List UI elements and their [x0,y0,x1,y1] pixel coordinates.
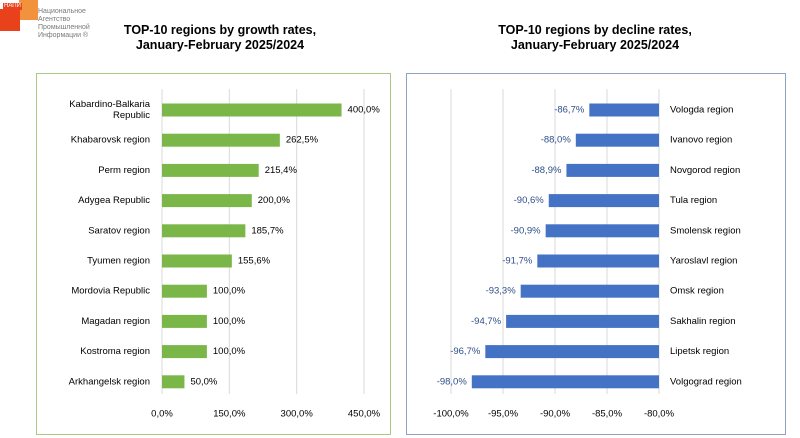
decline-value-label: -94,7% [471,316,502,327]
decline-bar [589,103,659,117]
decline-x-tick-label: -95,0% [488,409,519,420]
logo-abbreviation: НАПИ [3,3,22,10]
decline-x-tick-label: -85,0% [592,409,623,420]
growth-value-label: 185,7% [251,225,284,236]
logo-square-red [0,9,20,31]
growth-category-label: Mordovia Republic [71,286,150,297]
growth-bar [162,284,207,298]
decline-category-label: Volgograd region [670,376,742,387]
logo-line: Национальное [38,8,86,15]
growth-bar [162,254,232,268]
growth-category-label: Tyumen region [87,256,150,267]
decline-value-label: -88,0% [541,135,572,146]
growth-value-label: 155,6% [238,256,271,267]
growth-value-label: 215,4% [265,165,298,176]
growth-category-label: Republic [113,110,150,121]
growth-category-label: Adygea Republic [78,195,150,206]
growth-bar [162,224,246,238]
growth-bar [162,133,280,147]
decline-bar [575,133,659,147]
decline-bar [537,254,659,268]
growth-bar [162,314,207,328]
decline-bar-chart: -100,0% -95,0% -90,0% -85,0% -80,0% -86,7% Vol… [433,89,742,420]
decline-category-label: Smolensk region [670,225,741,236]
logo-square-orange [19,0,38,20]
growth-bar-chart: 0,0% 150,0% 300,0% 450,0% 400,0% Kabardino-Ba… [69,89,381,420]
growth-x-tick-label: 450,0% [348,409,381,420]
decline-bar [566,163,659,177]
growth-chart-panel: 0,0% 150,0% 300,0% 450,0% 400,0% Kabardino-Ba… [36,73,391,435]
napi-logo: НАПИ Национальное Агентство Промышленной… [0,0,110,40]
growth-value-label: 100,0% [213,346,246,357]
decline-chart-title: TOP-10 regions by decline rates, January… [435,23,755,53]
decline-bar [506,314,659,328]
growth-bar [162,345,207,359]
logo-name: Национальное Агентство Промышленной Инфо… [38,8,100,40]
growth-category-label: Arkhangelsk region [69,376,150,387]
decline-category-label: Sakhalin region [670,316,736,327]
decline-value-label: -96,7% [450,346,481,357]
growth-category-label: Perm region [98,165,150,176]
growth-bar [162,103,342,117]
decline-value-label: -91,7% [502,256,533,267]
decline-category-label: Novgorod region [670,165,740,176]
growth-bar [162,375,185,389]
decline-category-label: Ivanovo region [670,135,732,146]
decline-bar [545,224,659,238]
decline-value-label: -90,6% [514,195,545,206]
logo-line: Агентство [38,16,71,23]
decline-category-label: Yaroslavl region [670,256,737,267]
decline-title-line: TOP-10 regions by decline rates, [498,23,692,37]
growth-category-label: Kabardino-Balkaria [69,99,151,110]
decline-chart-panel: -100,0% -95,0% -90,0% -85,0% -80,0% -86,7% Vol… [406,73,786,435]
growth-x-tick-label: 0,0% [151,409,173,420]
growth-x-tick-label: 300,0% [281,409,314,420]
growth-category-label: Khabarovsk region [71,135,150,146]
decline-bar [471,375,659,389]
decline-category-label: Lipetsk region [670,346,729,357]
growth-category-label: Kostroma region [80,346,150,357]
decline-category-label: Omsk region [670,286,724,297]
growth-bar [162,163,259,177]
decline-value-label: -86,7% [554,105,585,116]
growth-value-label: 50,0% [190,376,217,387]
growth-value-label: 100,0% [213,286,246,297]
decline-value-label: -90,9% [511,225,542,236]
decline-value-label: -93,3% [486,286,517,297]
growth-value-label: 262,5% [286,135,319,146]
growth-value-label: 200,0% [258,195,291,206]
growth-x-tick-label: 150,0% [213,409,246,420]
decline-x-tick-label: -80,0% [644,409,675,420]
logo-line: Информации ® [38,32,89,39]
decline-value-label: -88,9% [531,165,562,176]
decline-title-line: January-February 2025/2024 [510,38,680,52]
growth-category-label: Saratov region [88,225,150,236]
decline-bar [520,284,659,298]
growth-category-label: Magadan region [81,316,150,327]
growth-value-label: 400,0% [348,105,381,116]
decline-x-tick-label: -90,0% [540,409,571,420]
growth-bar [162,194,252,208]
growth-value-label: 100,0% [213,316,246,327]
decline-x-tick-label: -100,0% [433,409,469,420]
decline-value-label: -98,0% [437,376,468,387]
growth-title-line: TOP-10 regions by growth rates, [123,23,317,37]
decline-category-label: Vologda region [670,105,733,116]
growth-title-line: January-February 2025/2024 [135,38,305,52]
growth-chart-title: TOP-10 regions by growth rates, January-… [60,23,380,53]
logo-line: Промышленной [38,24,90,31]
decline-bar [548,194,659,208]
decline-category-label: Tula region [670,195,717,206]
decline-bar [485,345,659,359]
